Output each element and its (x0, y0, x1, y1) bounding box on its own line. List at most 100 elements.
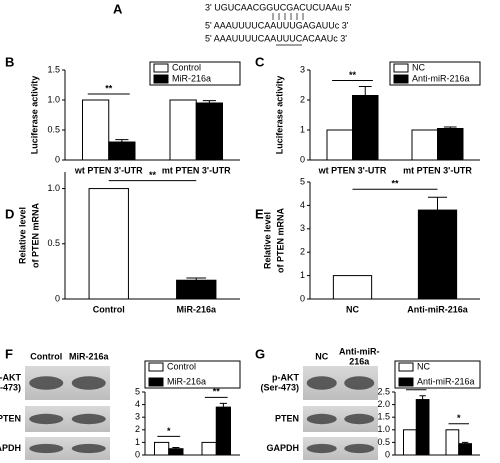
error-bar (419, 395, 426, 400)
x-tick-label: MiR-216a (176, 304, 217, 314)
bar (88, 188, 129, 300)
bar (201, 441, 217, 456)
blot-row-label: p-AKT (272, 372, 299, 382)
blot-band (29, 413, 64, 425)
blot-band (29, 443, 64, 454)
bar (168, 448, 184, 456)
significance-label: ** (149, 170, 157, 180)
blot-column-label: 216a (349, 356, 370, 366)
y-tick-label: 4 (135, 399, 140, 409)
bar (458, 443, 472, 456)
bar (195, 102, 223, 161)
panel-label: G (255, 346, 265, 361)
y-axis-label: Relative level (17, 207, 27, 264)
x-tick-label: mt PTEN 3'-UTR (162, 165, 231, 175)
y-tick-label: 1 (300, 124, 305, 134)
blot-row-label: GAPDH (266, 443, 299, 453)
y-tick-label: 5 (300, 176, 305, 186)
x-tick-label: Control (93, 304, 125, 314)
legend-label: MiR-216a (167, 376, 206, 386)
error-bar (358, 86, 372, 96)
bar (169, 99, 197, 161)
blot-band (306, 443, 337, 454)
blot-row-label: (Ser-473) (260, 382, 299, 392)
error-bar (172, 446, 180, 449)
blot-band (344, 443, 375, 454)
panel-label: A (113, 1, 123, 16)
panel-label: E (255, 206, 264, 221)
sequence: 5' AAAUUUUCAAUUUGAGAUUc 3' (205, 20, 349, 30)
y-tick-label: 2 (300, 247, 305, 257)
panel-label: C (255, 54, 265, 69)
panel-label: D (5, 206, 14, 221)
bar (411, 129, 438, 161)
legend-swatch (393, 63, 409, 73)
bar (108, 141, 136, 161)
bar (176, 279, 217, 300)
y-tick-label: 2 (300, 94, 305, 104)
legend-label: Control (167, 361, 196, 371)
y-tick-label: 1 (135, 437, 140, 447)
blot-band (29, 376, 64, 390)
error-bar (186, 277, 207, 281)
blot-row-label: p-AKT (0, 372, 21, 382)
x-tick-label: wt PTEN 3'-UTR (74, 165, 143, 175)
y-tick-label: 2.0 (377, 399, 390, 409)
y-tick-label: 0.5 (47, 124, 60, 134)
y-tick-label: 1.0 (47, 94, 60, 104)
legend-swatch (148, 362, 164, 372)
error-bar (219, 402, 227, 408)
y-tick-label: 0 (135, 449, 140, 459)
bar (445, 429, 460, 456)
blot-column-label: Control (30, 351, 62, 361)
blot-column-label: Anti-miR- (339, 346, 380, 356)
y-axis-label: of PTEN mRNA (275, 208, 285, 274)
blot-row-label: PTEN (0, 413, 21, 423)
bar (215, 406, 231, 456)
significance-label: ** (213, 387, 221, 397)
significance-label: * (167, 426, 171, 436)
blot-band (344, 376, 375, 390)
y-tick-label: 2.5 (377, 386, 390, 396)
y-tick-label: 0 (300, 154, 305, 164)
legend-label: NC (417, 361, 430, 371)
x-tick-label: mt PTEN 3'-UTR (403, 165, 472, 175)
x-tick-label: Anti-miR-216a (407, 304, 469, 314)
blot-band (306, 376, 337, 390)
significance-label: ** (105, 83, 113, 93)
blot-column-label: NC (315, 351, 328, 361)
blot-band (71, 443, 106, 454)
legend-label: MiR-216a (172, 73, 211, 83)
legend-swatch (153, 63, 169, 73)
y-tick-label: 1.0 (377, 424, 390, 434)
y-tick-label: 2 (135, 424, 140, 434)
y-tick-label: 3 (300, 223, 305, 233)
y-tick-label: 0.5 (377, 437, 390, 447)
y-axis-label: of PTEN mRNA (30, 203, 40, 269)
significance-label: * (457, 413, 461, 423)
y-tick-label: 1 (300, 270, 305, 280)
error-bar (443, 126, 457, 129)
y-tick-label: 5 (135, 386, 140, 396)
x-tick-label: wt PTEN 3'-UTR (318, 165, 387, 175)
y-axis-label: Luciferase activity (29, 76, 39, 155)
bar (326, 129, 353, 161)
panel-a: 3' UGUCAACGGUCGACUCUAAu 5' 5' AAAUUUUCAA… (205, 2, 352, 46)
legend-box (149, 61, 241, 86)
pairing-lines (272, 13, 304, 20)
y-axis-label: Relative level (262, 212, 272, 269)
blot-row-label: PTEN (275, 413, 299, 423)
bar (154, 441, 170, 456)
blot-band (71, 413, 106, 425)
y-axis-label: Luciferase activity (274, 76, 284, 155)
sequence: 3' UGUCAACGGUCGACUCUAAu 5' (205, 2, 352, 12)
bar (415, 399, 430, 456)
legend-swatch (398, 362, 414, 372)
y-tick-label: 0 (55, 293, 60, 303)
legend-box (389, 61, 481, 86)
legend-swatch (153, 74, 169, 84)
y-tick-label: 1.5 (377, 412, 390, 422)
legend-label: Control (172, 62, 201, 72)
panel-label: B (5, 54, 14, 69)
